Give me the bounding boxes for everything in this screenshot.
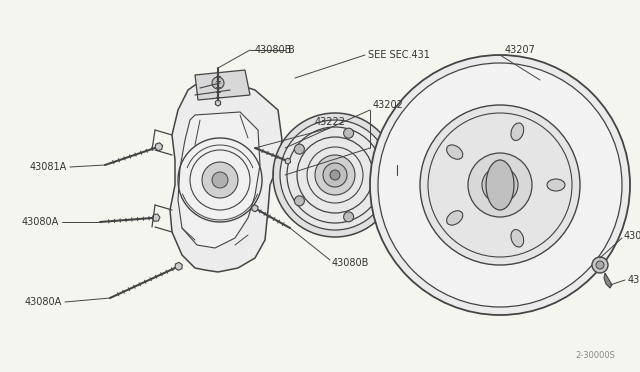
- Polygon shape: [152, 214, 160, 221]
- Ellipse shape: [447, 211, 463, 225]
- Text: 43080A: 43080A: [22, 217, 59, 227]
- Circle shape: [344, 212, 353, 222]
- Polygon shape: [285, 158, 291, 164]
- Text: 43202: 43202: [373, 100, 404, 110]
- Circle shape: [370, 55, 630, 315]
- Circle shape: [294, 196, 305, 206]
- Circle shape: [212, 77, 224, 89]
- Circle shape: [344, 128, 353, 138]
- Ellipse shape: [511, 123, 524, 141]
- Circle shape: [592, 257, 608, 273]
- Polygon shape: [604, 273, 612, 288]
- Polygon shape: [252, 205, 258, 212]
- Text: 43207: 43207: [505, 45, 536, 55]
- Circle shape: [596, 261, 604, 269]
- Circle shape: [294, 144, 305, 154]
- Polygon shape: [216, 100, 221, 106]
- Ellipse shape: [447, 145, 463, 159]
- Text: 43084: 43084: [624, 231, 640, 241]
- Circle shape: [202, 162, 238, 198]
- Circle shape: [273, 113, 397, 237]
- Ellipse shape: [547, 179, 565, 191]
- Polygon shape: [178, 112, 260, 248]
- Circle shape: [212, 172, 228, 188]
- Text: 43080B: 43080B: [255, 45, 292, 55]
- Text: SEE SEC.431: SEE SEC.431: [368, 50, 430, 60]
- Circle shape: [330, 170, 340, 180]
- Circle shape: [323, 163, 347, 187]
- Text: 43080A: 43080A: [25, 297, 62, 307]
- Circle shape: [378, 63, 622, 307]
- Circle shape: [315, 155, 355, 195]
- Text: 43081A: 43081A: [29, 162, 67, 172]
- Text: 43222: 43222: [315, 117, 346, 127]
- Polygon shape: [175, 262, 182, 270]
- Polygon shape: [155, 143, 163, 151]
- Text: 43262A: 43262A: [628, 275, 640, 285]
- Circle shape: [280, 120, 390, 230]
- Polygon shape: [195, 70, 250, 100]
- Polygon shape: [170, 80, 282, 272]
- Ellipse shape: [511, 230, 524, 247]
- Text: B: B: [288, 45, 295, 55]
- Ellipse shape: [486, 160, 514, 210]
- Text: 2-30000S: 2-30000S: [575, 350, 615, 359]
- Circle shape: [420, 105, 580, 265]
- Circle shape: [374, 170, 384, 180]
- Circle shape: [468, 153, 532, 217]
- Circle shape: [482, 167, 518, 203]
- Text: 43080B: 43080B: [332, 258, 369, 268]
